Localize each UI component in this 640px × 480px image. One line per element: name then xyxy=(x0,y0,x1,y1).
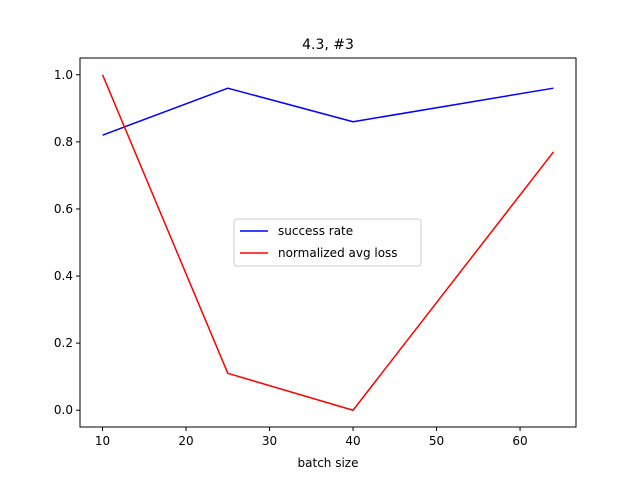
x-tick-label: 40 xyxy=(345,434,360,448)
y-axis-ticks: 0.0 0.2 0.4 0.6 0.8 1.0 xyxy=(54,68,80,417)
x-axis-ticks: 10 20 30 40 50 60 xyxy=(95,427,528,448)
y-tick-label: 0.4 xyxy=(54,269,73,283)
x-tick-label: 20 xyxy=(178,434,193,448)
x-axis-label: batch size xyxy=(298,456,359,470)
x-tick-label: 60 xyxy=(512,434,527,448)
legend: success rate normalized avg loss xyxy=(233,218,422,267)
y-tick-label: 0.2 xyxy=(54,336,73,350)
x-tick-label: 30 xyxy=(262,434,277,448)
plot-frame xyxy=(79,57,577,428)
plot-series xyxy=(101,74,555,411)
y-tick-label: 0.6 xyxy=(54,202,73,216)
legend-label-1: success rate xyxy=(278,224,353,238)
series-line-1 xyxy=(102,87,554,136)
chart-title: 4.3, #3 xyxy=(302,37,354,53)
y-tick-label: 0.0 xyxy=(54,403,73,417)
y-tick-label: 1.0 xyxy=(54,68,73,82)
series-line-2 xyxy=(101,74,555,411)
legend-box xyxy=(233,218,422,267)
x-tick-label: 10 xyxy=(95,434,110,448)
x-tick-label: 50 xyxy=(429,434,444,448)
legend-entries: success rate normalized avg loss xyxy=(240,224,398,260)
legend-label-2: normalized avg loss xyxy=(278,246,398,260)
y-tick-label: 0.8 xyxy=(54,135,73,149)
